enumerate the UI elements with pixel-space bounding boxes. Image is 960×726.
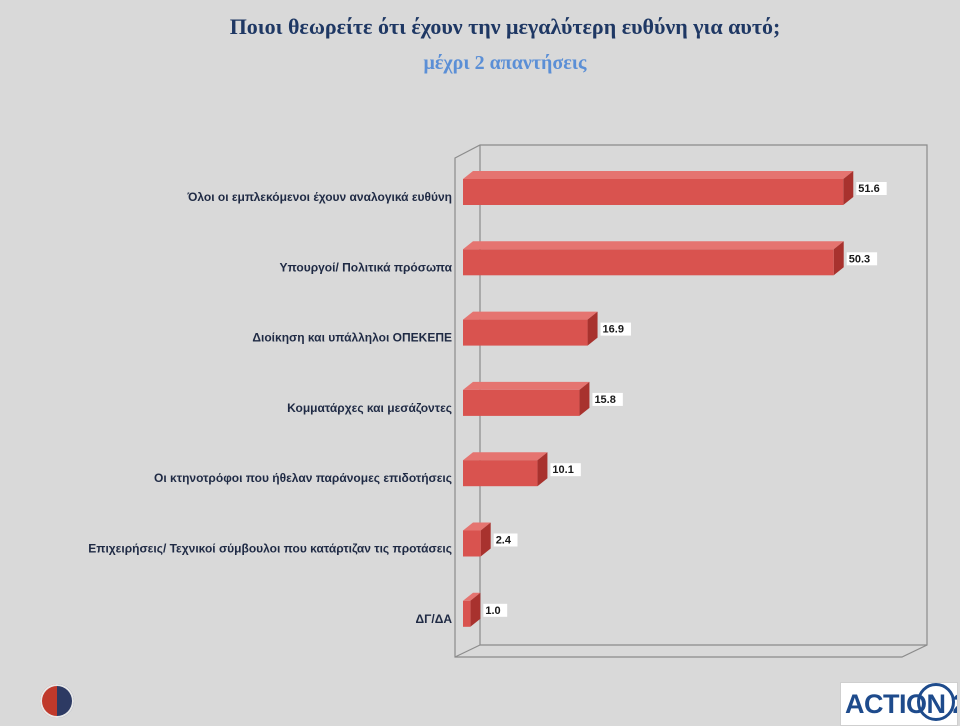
bar-2 xyxy=(463,241,844,276)
category-label: Κομματάρχες και μεσάζοντες xyxy=(287,401,452,415)
opinion-poll-logo xyxy=(40,684,74,718)
bar-top-face xyxy=(463,381,590,390)
bar-side-face xyxy=(833,241,844,276)
bar-4 xyxy=(463,381,590,416)
plot-floor-edge xyxy=(454,644,481,658)
bar-side-face xyxy=(480,522,491,557)
bar-front-face xyxy=(463,460,538,487)
action24-logo: ACTION 24 xyxy=(840,682,958,726)
bar-side-face xyxy=(537,452,548,487)
category-label: Επιχειρήσεις/ Τεχνικοί σύμβουλοι που κατ… xyxy=(88,542,452,556)
bar-top-face xyxy=(463,241,844,250)
bar-7 xyxy=(463,592,481,627)
bar-top-face xyxy=(463,311,598,320)
action24-logo-text: ACTION 24 xyxy=(845,689,957,719)
value-label-bg xyxy=(493,533,518,547)
value-label: 10.1 xyxy=(552,464,573,476)
bar-front-face xyxy=(463,319,588,346)
category-label: Διοίκηση και υπάλληλοι ΟΠΕΚΕΠΕ xyxy=(252,331,452,345)
value-label: 2.4 xyxy=(496,535,512,547)
bars-group xyxy=(463,171,854,627)
category-label: Υπουργοί/ Πολιτικά πρόσωπα xyxy=(280,260,453,274)
bar-top-face xyxy=(463,171,854,179)
bar-side-face xyxy=(579,381,590,416)
bar-side-face xyxy=(470,592,481,627)
value-label: 1.0 xyxy=(485,605,500,617)
bar-1 xyxy=(463,171,854,205)
value-label-bg xyxy=(846,252,878,266)
bar-front-face xyxy=(463,389,580,416)
chart-subtitle: μέχρι 2 απαντήσεις xyxy=(423,52,587,74)
value-label: 50.3 xyxy=(849,253,870,265)
value-label-bg xyxy=(550,463,581,477)
value-label-bg xyxy=(856,182,887,195)
category-label: ΔΓ/ΔΑ xyxy=(416,612,453,626)
bar-front-face xyxy=(463,249,834,276)
bar-front-face xyxy=(463,530,481,557)
value-label: 16.9 xyxy=(603,324,624,336)
value-label: 51.6 xyxy=(858,183,879,195)
bar-5 xyxy=(463,452,548,487)
bar-top-face xyxy=(463,522,491,531)
bar-3 xyxy=(463,311,598,346)
bar-front-face xyxy=(463,179,844,205)
value-label-bg xyxy=(483,603,508,617)
category-labels-group: Όλοι οι εμπλεκόμενοι έχουν αναλογικά ευθ… xyxy=(88,190,452,626)
bar-front-face xyxy=(463,600,471,627)
value-label-bg xyxy=(592,392,623,406)
bar-top-face xyxy=(463,452,548,461)
category-label: Όλοι οι εμπλεκόμενοι έχουν αναλογικά ευθ… xyxy=(186,190,452,204)
chart-title: Ποιοι θεωρείτε ότι έχουν την μεγαλύτερη … xyxy=(229,14,781,39)
value-labels-group: 51.6 50.3 16.9 15.8 10.1 2.4 1.0 xyxy=(483,182,887,617)
bar-6 xyxy=(463,522,491,557)
logo-ring xyxy=(917,683,955,721)
category-label: Οι κτηνοτρόφοι που ήθελαν παράνομες επιδ… xyxy=(154,471,452,485)
bar-side-face xyxy=(587,311,598,346)
bar-side-face xyxy=(843,171,854,205)
bar-top-face xyxy=(463,592,481,601)
value-label-bg xyxy=(600,322,631,336)
value-label: 15.8 xyxy=(594,394,615,406)
